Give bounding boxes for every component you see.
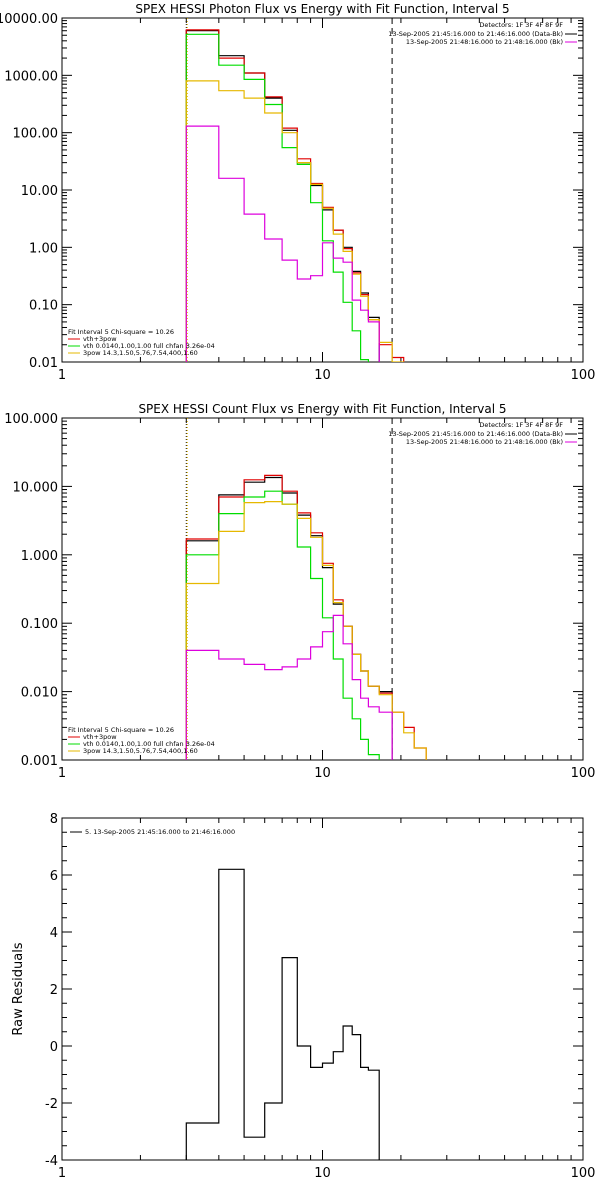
series-group (185, 474, 427, 760)
series-line-1 (185, 474, 427, 760)
y-tick-label: 6 (50, 869, 58, 884)
x-tick-label: 100 (571, 1166, 596, 1181)
y-tick-label: 1.00 (29, 241, 58, 256)
series-line-3 (185, 501, 427, 760)
y-tick-label: 0.10 (29, 299, 58, 314)
y-axis-label: Raw Residuals (11, 942, 26, 1035)
x-tick-label: 10 (314, 766, 331, 781)
y-tick-label: 10.00 (21, 184, 58, 199)
fit-legend-text: 3pow 14.3,1.50,5.76,7.54,400,1.60 (83, 349, 198, 357)
y-tick-label: 0.100 (21, 617, 58, 632)
y-tick-label: 10.000 (13, 480, 59, 495)
fit-legend-text: vth+3pow (83, 733, 117, 741)
fit-legend-text: vth 0.0140,1.00,1.00 full chfan 3.26e-04 (83, 342, 215, 350)
y-tick-label: -2 (45, 1097, 58, 1112)
series-line-4 (185, 125, 380, 362)
detectors-text: Detectors: 1F 3F 4F 8F 9F (479, 21, 563, 29)
fit-legend-text: vth+3pow (83, 335, 117, 343)
y-tick-label: 100.00 (13, 127, 59, 142)
series-line-2 (185, 490, 380, 760)
series-line-3 (185, 80, 405, 362)
x-tick-label: 100 (571, 368, 596, 383)
series-line-0 (185, 476, 393, 760)
fit-legend-text: 3pow 14.3,1.50,5.76,7.54,400,1.60 (83, 747, 198, 755)
chart-title: SPEX HESSI Count Flux vs Energy with Fit… (138, 402, 506, 416)
y-tick-label: -4 (45, 1154, 58, 1169)
fit-legend-text: vth 0.0140,1.00,1.00 full chfan 3.26e-04 (83, 740, 215, 748)
info-line-bk: 13-Sep-2005 21:48:16.000 to 21:48:16.000… (406, 438, 563, 446)
series-group (185, 868, 380, 1160)
detectors-text: Detectors: 1F 3F 4F 8F 9F (479, 421, 563, 429)
x-tick-label: 10 (314, 368, 331, 383)
x-tick-label: 10 (314, 1166, 331, 1181)
y-tick-label: 1000.00 (4, 69, 58, 84)
x-tick-label: 100 (571, 766, 596, 781)
y-tick-label: 2 (50, 983, 58, 998)
y-tick-label: 100.000 (4, 412, 58, 427)
y-tick-label: 0.001 (21, 754, 58, 769)
series-group (185, 29, 405, 362)
photon-flux-panel: SPEX HESSI Photon Flux vs Energy with Fi… (0, 2, 595, 383)
y-tick-label: 0.010 (21, 686, 58, 701)
series-line-0 (185, 868, 380, 1160)
y-tick-label: 10000.00 (0, 12, 58, 27)
series-line-4 (185, 614, 393, 760)
series-line-0 (185, 30, 380, 362)
fit-label: Fit Interval 5 Chi-square = 10.26 (68, 726, 174, 734)
x-tick-label: 1 (58, 368, 66, 383)
info-line-data: 13-Sep-2005 21:45:16.000 to 21:46:16.000… (388, 430, 563, 438)
y-tick-label: 1.000 (21, 549, 58, 564)
series-line-2 (185, 33, 369, 362)
y-tick-label: 8 (50, 812, 58, 827)
chart-title: SPEX HESSI Photon Flux vs Energy with Fi… (135, 2, 509, 16)
residuals-panel: 1 10 100 -4 -2 0 2 4 6 8 Raw Residuals 5. 13-Sep-20… (11, 812, 595, 1181)
x-tick-label: 1 (58, 766, 66, 781)
info-line-bk: 13-Sep-2005 21:48:16.000 to 21:48:16.000… (406, 38, 563, 46)
y-tick-label: 4 (50, 926, 58, 941)
x-tick-label: 1 (58, 1166, 66, 1181)
residual-legend-text: 5. 13-Sep-2005 21:45:16.000 to 21:46:16.… (85, 828, 235, 836)
plot-frame (61, 817, 584, 1161)
fit-label: Fit Interval 5 Chi-square = 10.26 (68, 328, 174, 336)
y-tick-label: 0.01 (29, 356, 58, 371)
y-tick-label: 0 (50, 1040, 58, 1055)
count-flux-panel: SPEX HESSI Count Flux vs Energy with Fit… (4, 402, 595, 781)
info-line-data: 13-Sep-2005 21:45:16.000 to 21:46:16.000… (388, 30, 563, 38)
